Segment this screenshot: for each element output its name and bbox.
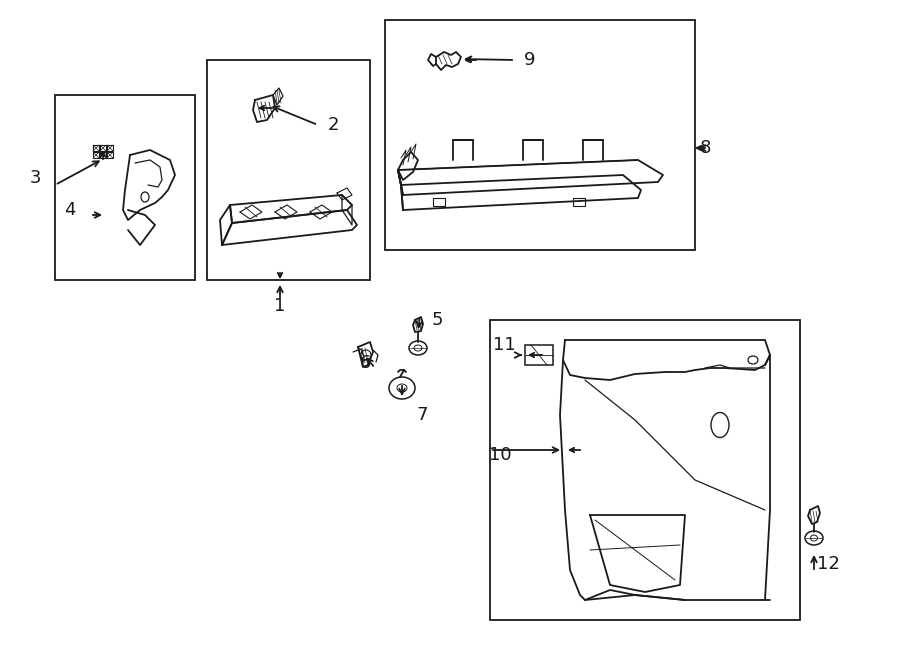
Bar [525, 345, 553, 365]
Bar [93, 145, 99, 151]
Bar [55, 95, 195, 280]
Bar [107, 152, 113, 158]
Text: 5: 5 [432, 311, 444, 329]
Bar [107, 145, 113, 151]
Bar [490, 320, 800, 620]
Text: 12: 12 [816, 555, 840, 573]
Bar [100, 145, 106, 151]
Bar [100, 152, 106, 158]
Text: 9: 9 [524, 51, 536, 69]
Bar [93, 152, 99, 158]
Text: 11: 11 [493, 336, 516, 354]
Text: 10: 10 [489, 446, 511, 464]
Text: 1: 1 [274, 297, 285, 315]
Bar [573, 198, 585, 206]
Text: 6: 6 [360, 354, 372, 372]
Text: 2: 2 [328, 116, 339, 134]
Bar [385, 20, 695, 250]
Text: 4: 4 [64, 201, 76, 219]
Bar [207, 60, 370, 280]
Bar [433, 198, 445, 206]
Text: 3: 3 [30, 169, 41, 187]
Text: 7: 7 [416, 406, 428, 424]
Text: 8: 8 [700, 139, 711, 157]
